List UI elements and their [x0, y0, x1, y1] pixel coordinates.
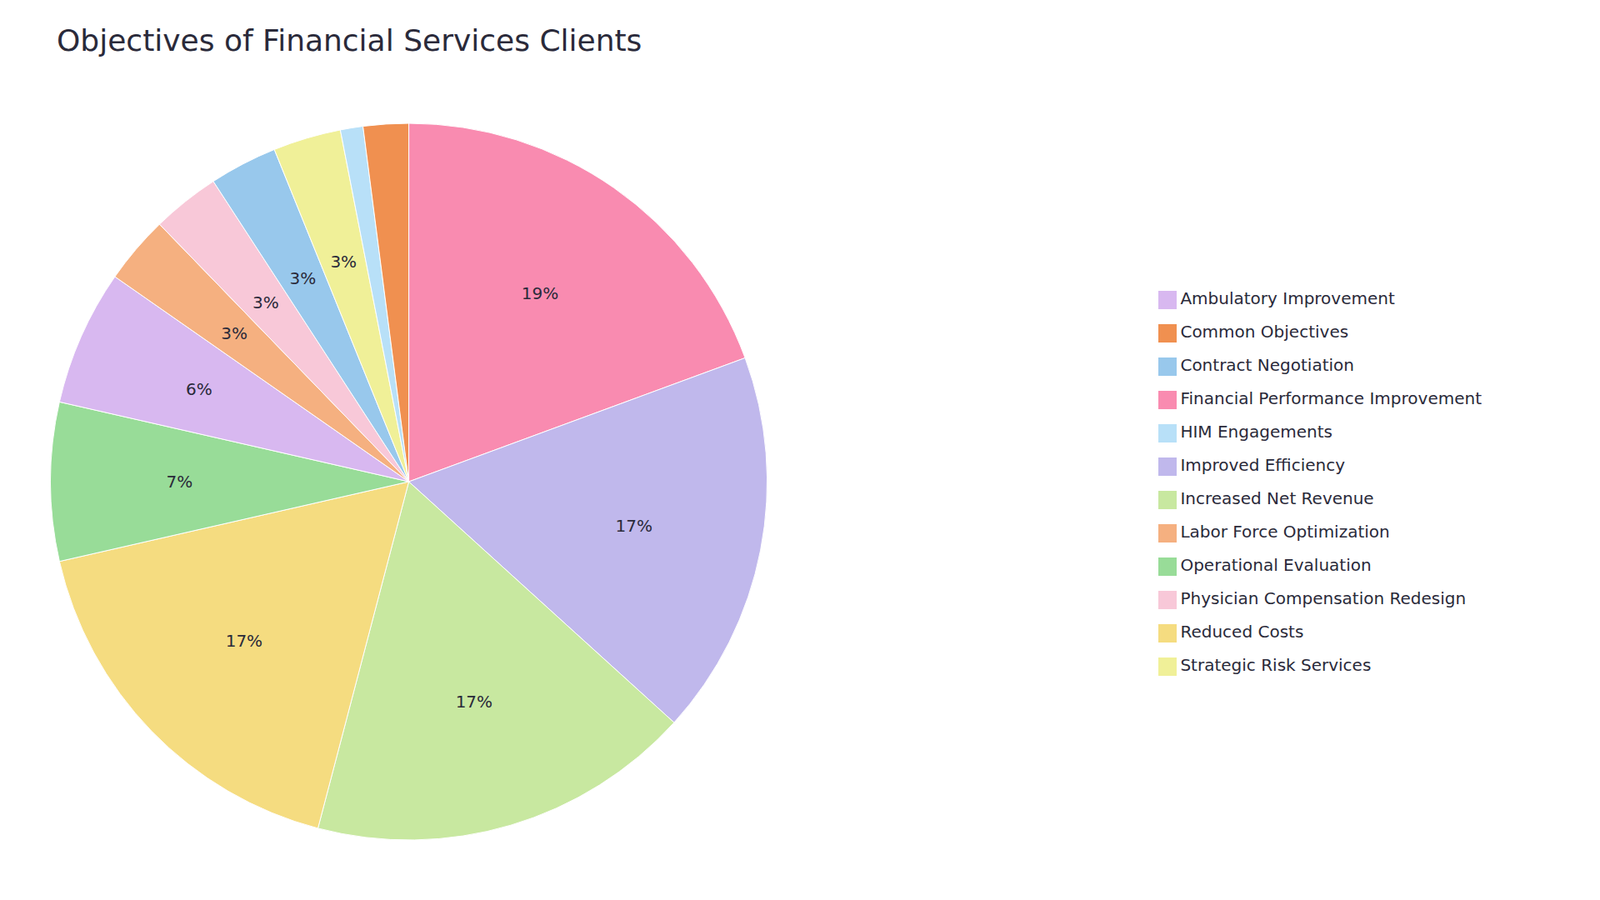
html-text:Improved Efficiency: Improved Efficiency: [1180, 455, 1346, 475]
svg-text:17%: 17%: [455, 691, 493, 712]
svg-text:17%: 17%: [225, 630, 263, 651]
svg-text:3%: 3%: [330, 251, 357, 272]
svg-text:17%: 17%: [615, 515, 652, 536]
html-text:Contract Negotiation: Contract Negotiation: [1180, 355, 1355, 375]
html-text:Operational Evaluation: Operational Evaluation: [1180, 555, 1372, 575]
html-text:Common Objectives: Common Objectives: [1180, 321, 1349, 342]
html-text:Ambulatory Improvement: Ambulatory Improvement: [1180, 288, 1395, 309]
html-text:Increased Net Revenue: Increased Net Revenue: [1180, 488, 1374, 509]
html-text:Reduced Costs: Reduced Costs: [1180, 621, 1304, 642]
html-text:Objectives of Financial Servic: Objectives of Financial Services Clients: [56, 23, 642, 58]
svg-text:6%: 6%: [185, 379, 213, 400]
svg-text:7%: 7%: [166, 471, 194, 492]
html-text:Financial Performance Improvem: Financial Performance Improvement: [1180, 388, 1482, 409]
html-text:Labor Force Optimization: Labor Force Optimization: [1180, 521, 1390, 542]
svg-text:19%: 19%: [521, 283, 559, 304]
html-text:Physician Compensation Redesig: Physician Compensation Redesign: [1180, 588, 1466, 609]
svg-text:3%: 3%: [220, 323, 248, 344]
svg-text:3%: 3%: [252, 292, 280, 313]
svg-text:3%: 3%: [289, 268, 316, 289]
html-text:Strategic Risk Services: Strategic Risk Services: [1180, 655, 1372, 675]
html-text:HIM Engagements: HIM Engagements: [1180, 421, 1333, 442]
